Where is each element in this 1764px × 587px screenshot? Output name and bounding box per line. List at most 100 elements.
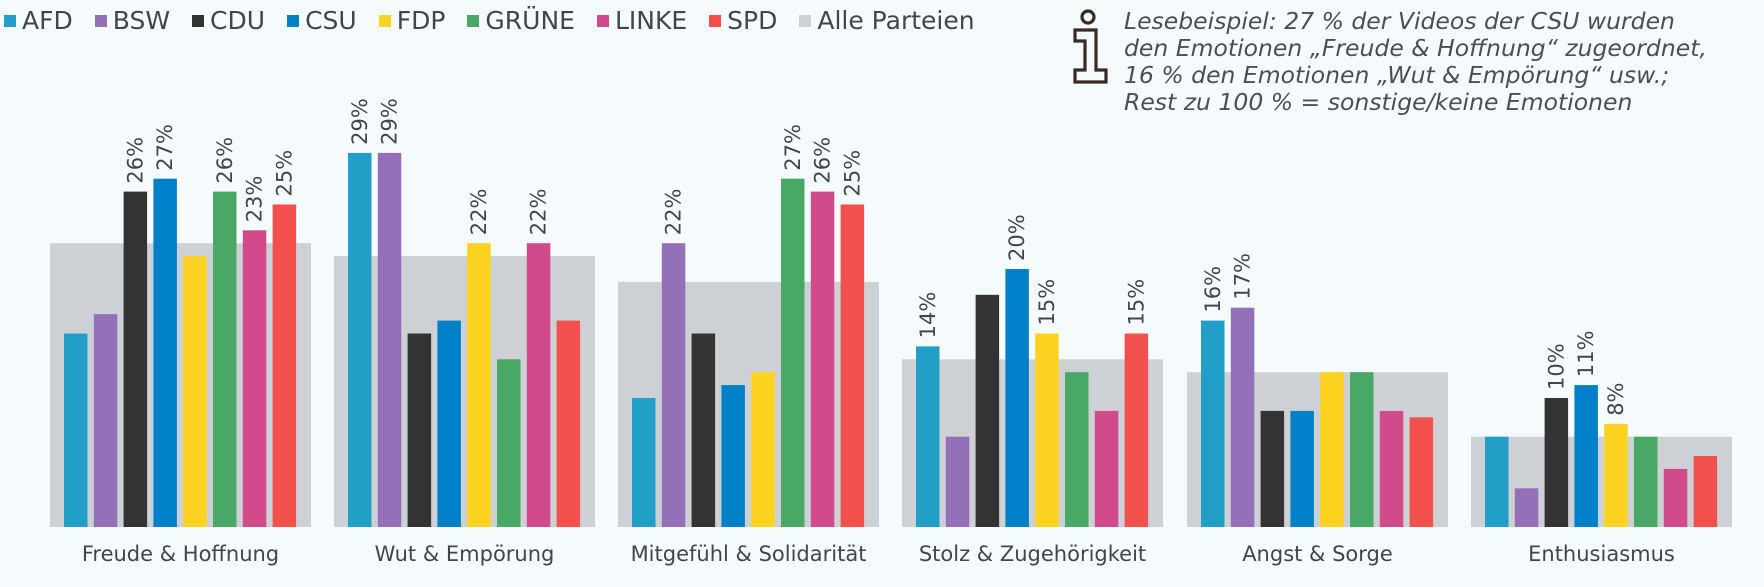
reading-example-note: Lesebeispiel: 27 % der Videos der CSU wu…	[1072, 8, 1762, 116]
category-group: 29% 29% 22% 22% Wut & Empörung	[334, 98, 595, 566]
data-label: 26%	[811, 137, 835, 184]
data-label: 25%	[272, 150, 296, 197]
legend: AFD BSW CDU CSU FDP GRÜNE LINKE SPD Alle Parteie…	[4, 6, 997, 35]
category-group: 14%20%15% 15%Stolz & Zugehörigkeit	[902, 214, 1163, 566]
legend-label: CSU	[305, 6, 357, 35]
legend-item: GRÜNE	[467, 6, 575, 35]
category-label: Angst & Sorge	[1242, 542, 1393, 566]
bar-fdp	[467, 243, 491, 527]
bar-fdp	[751, 372, 775, 527]
bar-gruene	[1350, 372, 1374, 527]
data-label: 16%	[1201, 266, 1225, 313]
data-label: 20%	[1005, 214, 1029, 261]
bar-bsw	[377, 152, 402, 527]
bar-csu	[1290, 410, 1314, 527]
bar-linke	[242, 230, 267, 528]
legend-swatch	[287, 14, 300, 27]
legend-swatch	[94, 14, 107, 27]
bar-alle-parteien	[334, 256, 595, 527]
bar-bsw	[945, 436, 970, 527]
data-label: 23%	[243, 176, 267, 223]
data-label: 22%	[527, 189, 551, 236]
legend-label: BSW	[112, 6, 171, 35]
bar-gruene	[497, 359, 521, 527]
category-label: Enthusiasmus	[1528, 542, 1675, 566]
bar-spd	[840, 204, 865, 527]
bar-fdp	[1320, 372, 1344, 527]
bar-cdu	[691, 333, 716, 527]
bar-fdp	[1035, 333, 1059, 527]
bar-spd	[1124, 333, 1149, 527]
bar-afd	[916, 346, 940, 527]
legend-item: CSU	[287, 6, 357, 35]
bar-csu	[721, 385, 745, 527]
note-text: Lesebeispiel: 27 % der Videos der CSU wu…	[1124, 7, 1707, 116]
bar-bsw	[1514, 488, 1539, 527]
data-label: 17%	[1231, 253, 1255, 300]
data-label: 26%	[213, 137, 237, 184]
bar-linke	[1663, 468, 1688, 527]
data-label: 26%	[123, 137, 147, 184]
bar-afd	[632, 398, 656, 527]
bar-afd	[64, 333, 88, 527]
category-label: Mitgefühl & Solidarität	[631, 542, 867, 566]
data-label: 11%	[1574, 330, 1598, 377]
bar-alle-parteien	[1187, 372, 1448, 527]
bar-csu	[1005, 269, 1029, 527]
data-label: 8%	[1604, 382, 1628, 415]
data-label: 22%	[662, 189, 686, 236]
bar-afd	[348, 152, 372, 527]
bar-alle-parteien	[618, 281, 879, 527]
bar-cdu	[1544, 398, 1569, 527]
legend-swatch	[596, 14, 609, 27]
category-label: Freude & Hoffnung	[82, 542, 279, 566]
bar-csu	[437, 320, 461, 527]
category-group: 10% 11%8% Enthusiasmus	[1471, 330, 1732, 566]
category-group: 22% 27% 26% 25% Mitgefühl & Solidarität	[618, 124, 879, 566]
legend-label: CDU	[210, 6, 266, 35]
legend-label: Alle Parteien	[817, 6, 975, 35]
bar-fdp	[183, 256, 207, 527]
data-label: 29%	[378, 98, 402, 145]
legend-item: LINKE	[596, 6, 688, 35]
bar-afd	[1201, 320, 1225, 527]
legend-item: CDU	[192, 6, 265, 35]
data-label: 10%	[1544, 343, 1568, 390]
bar-cdu	[407, 333, 432, 527]
legend-label: FDP	[396, 6, 446, 35]
bar-fdp	[1604, 423, 1628, 527]
legend-item: AFD	[4, 6, 73, 35]
bar-csu	[1574, 385, 1598, 527]
bar-afd	[1485, 436, 1509, 527]
legend-swatch	[4, 14, 16, 27]
legend-label: GRÜNE	[485, 6, 575, 35]
bar-linke	[1094, 410, 1119, 527]
data-label: 27%	[153, 124, 177, 171]
bar-gruene	[213, 191, 237, 527]
info-icon	[1073, 9, 1108, 84]
category-group: 26% 27% 26%23%25%Freude & Hoffnung	[50, 124, 311, 566]
bar-cdu	[123, 191, 148, 527]
data-label: 29%	[348, 98, 372, 145]
bar-spd	[272, 204, 297, 527]
bar-bsw	[661, 243, 686, 527]
bar-bsw	[93, 314, 118, 527]
legend-swatch	[467, 14, 480, 27]
data-label: 27%	[781, 124, 805, 171]
legend-swatch	[378, 14, 391, 27]
data-label: 15%	[1035, 279, 1059, 326]
category-group: 16% 17% Angst & Sorge	[1187, 253, 1448, 566]
bar-spd	[556, 320, 581, 527]
legend-label: AFD	[22, 6, 73, 35]
bar-cdu	[1260, 410, 1285, 527]
bar-cdu	[975, 294, 1000, 527]
legend-label: LINKE	[614, 6, 688, 35]
legend-swatch	[799, 14, 812, 27]
bar-linke	[526, 243, 551, 527]
legend-swatch	[709, 14, 722, 27]
data-label: 15%	[1124, 279, 1148, 326]
bar-gruene	[1634, 436, 1658, 527]
bar-spd	[1409, 417, 1434, 527]
bar-csu	[153, 178, 177, 527]
bar-linke	[810, 191, 835, 527]
